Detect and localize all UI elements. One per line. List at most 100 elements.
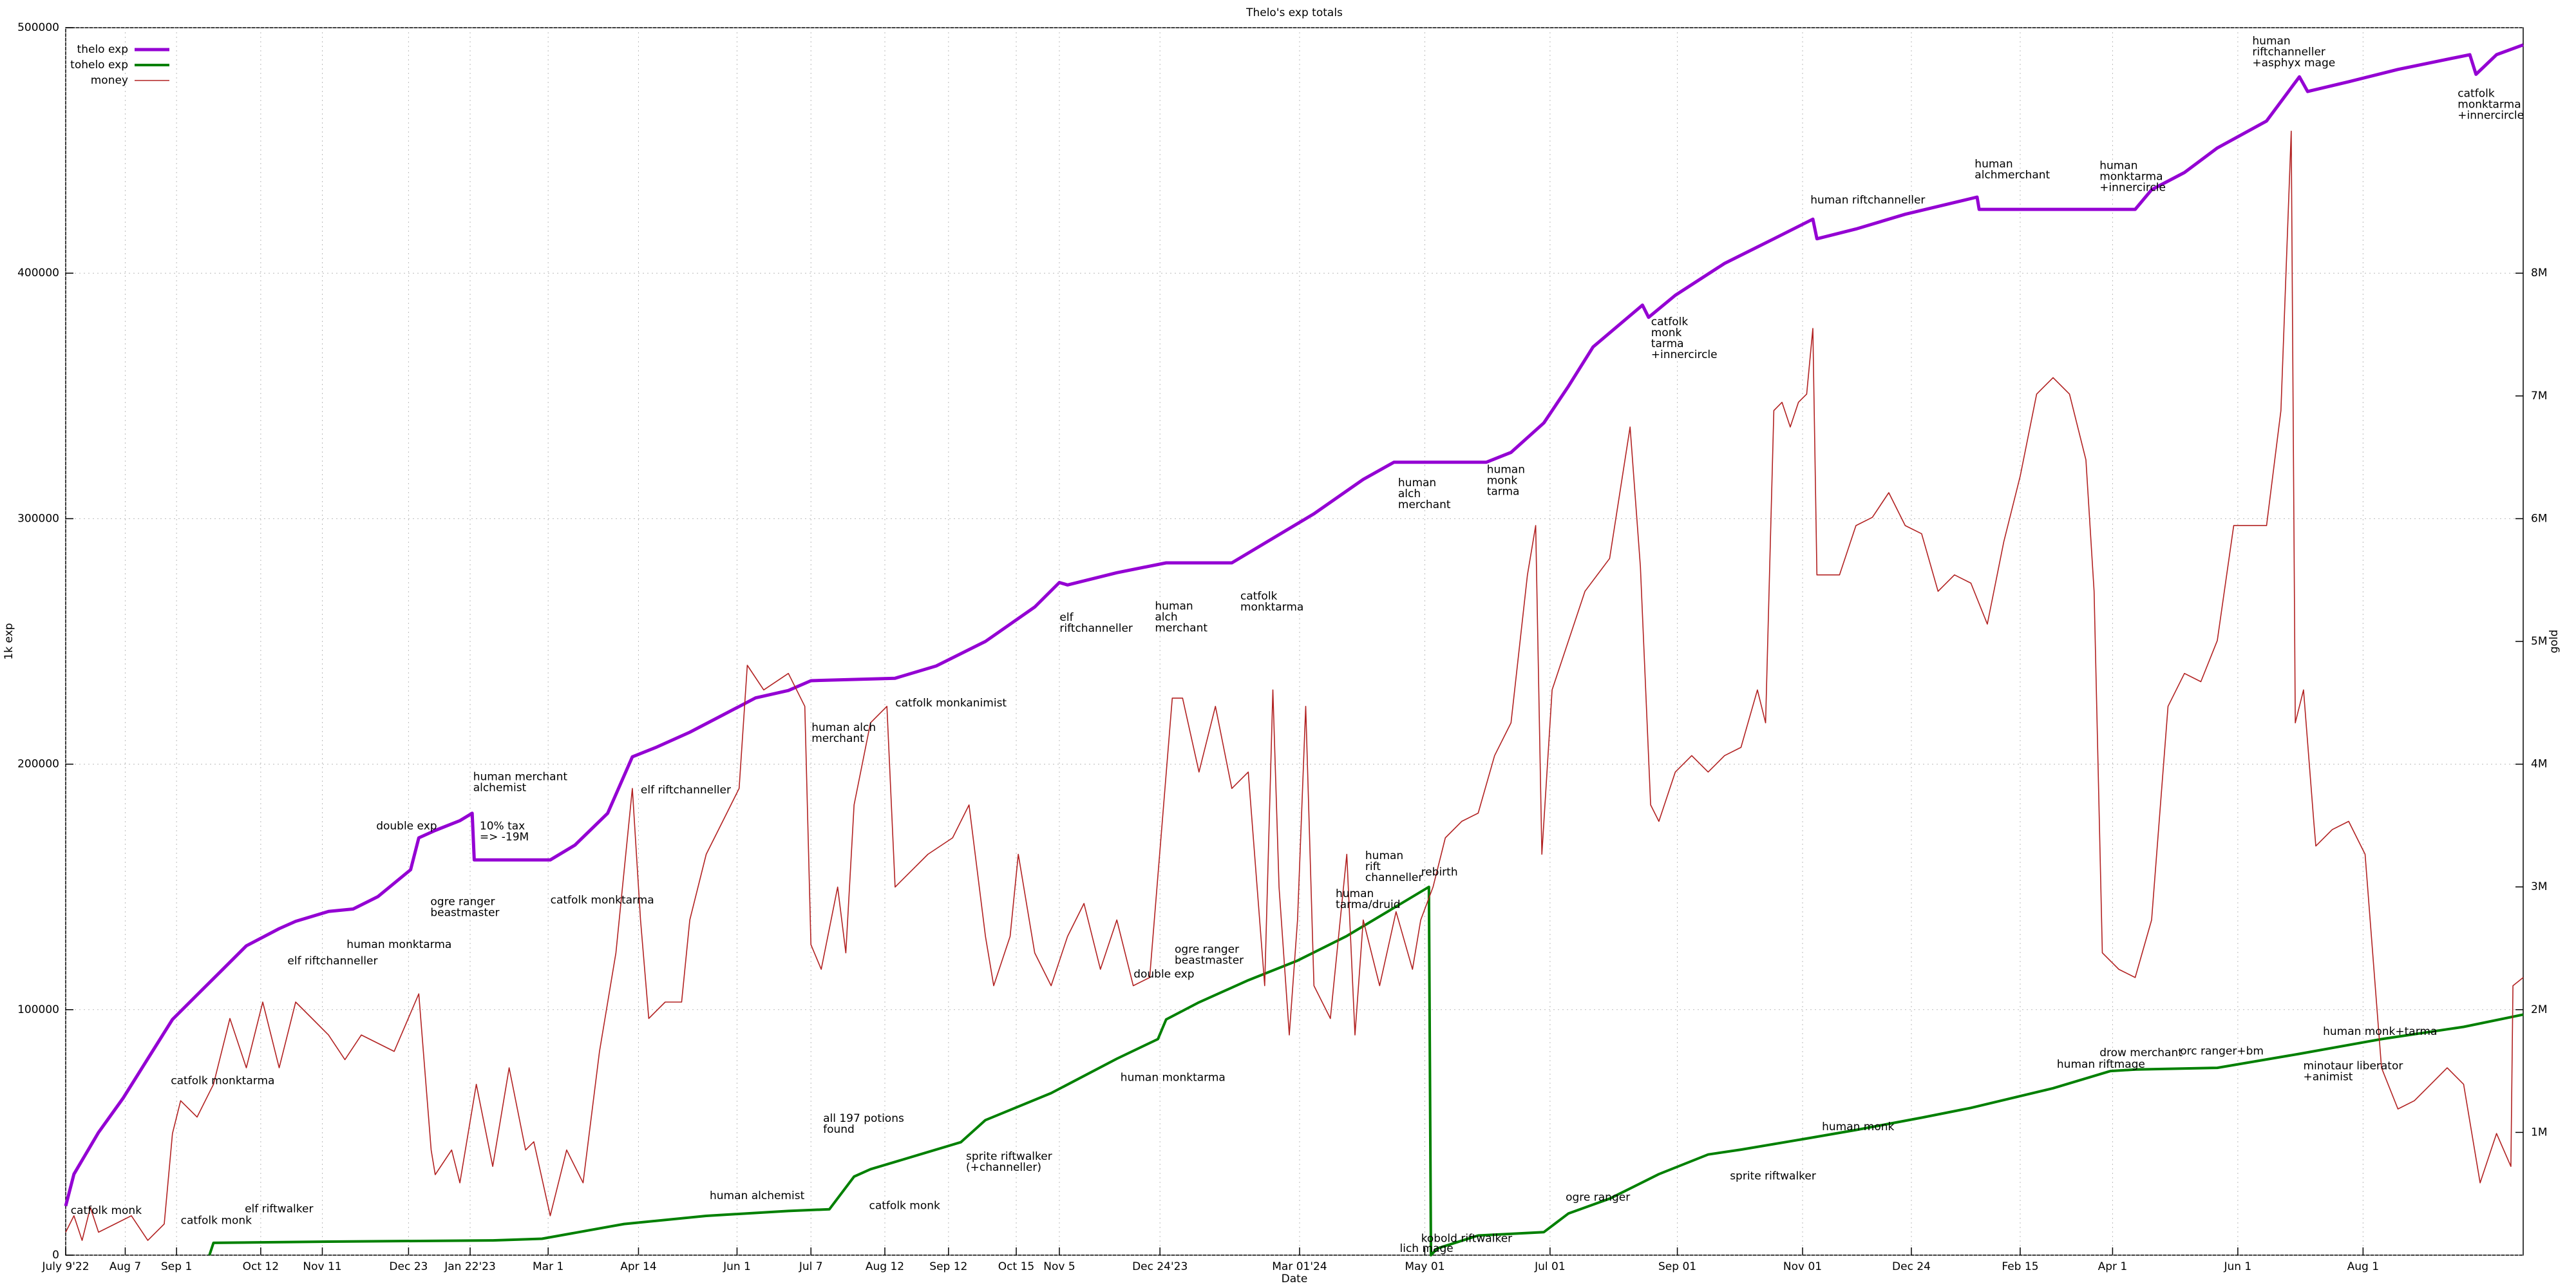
x-tick-label: Feb 15: [2002, 1260, 2038, 1273]
annotation: rebirth: [1421, 866, 1458, 879]
x-tick-label: Nov 01: [1783, 1260, 1822, 1273]
annotation: catfolk monktarma: [171, 1075, 274, 1088]
x-tick-label: Mar 1: [533, 1260, 564, 1273]
annotation: catfolk monk: [181, 1214, 252, 1227]
annotation: alch: [1155, 611, 1177, 623]
annotation: catfolk monktarma: [551, 894, 654, 907]
annotation: monktarma: [2458, 98, 2521, 111]
annotation: alch: [1398, 488, 1421, 500]
annotation: +innercircle: [1651, 348, 1718, 361]
annotation: tarma/druid: [1336, 898, 1401, 911]
y2-tick-label: 2M: [2531, 1003, 2547, 1016]
annotation: => -19M: [480, 831, 529, 844]
annotation: ogre ranger: [1175, 943, 1239, 956]
annotation: catfolk monkanimist: [895, 697, 1007, 710]
annotation: elf riftchanneller: [287, 954, 377, 967]
annotation: elf riftwalker: [245, 1203, 313, 1216]
series-line: [64, 43, 2524, 1207]
chart-title: Thelo's exp totals: [1245, 6, 1343, 19]
y2-tick-label: 3M: [2531, 880, 2547, 893]
plot-frame: [65, 27, 2524, 1256]
x-tick-label: Dec 23: [389, 1260, 428, 1273]
series-line: [65, 130, 2524, 1241]
x-tick-label: Aug 12: [866, 1260, 904, 1273]
x-tick-label: Aug 7: [109, 1260, 141, 1273]
annotation: monktarma: [1240, 601, 1303, 614]
x-tick-label: Oct 15: [998, 1260, 1034, 1273]
annotation: +innercircle: [2099, 182, 2166, 194]
legend-label: thelo exp: [77, 43, 128, 56]
x-tick-label: Nov 5: [1043, 1260, 1075, 1273]
annotation: human: [1398, 477, 1436, 489]
annotation: elf riftchanneller: [641, 784, 731, 797]
x-tick-label: Jul 01: [1534, 1260, 1566, 1273]
x-tick-label: Apr 1: [2098, 1260, 2128, 1273]
annotation: sprite riftwalker: [966, 1150, 1052, 1163]
x-tick-label: May 01: [1405, 1260, 1444, 1273]
annotation: catfolk: [1651, 316, 1689, 328]
annotation: riftchanneller: [1059, 622, 1133, 635]
annotation: catfolk: [1240, 590, 1278, 603]
annotation: human riftmage: [2057, 1058, 2145, 1071]
annotation: orc ranger+bm: [2180, 1045, 2264, 1058]
annotation: all 197 potions: [823, 1112, 904, 1125]
annotation: riftchanneller: [2252, 46, 2325, 59]
annotation: found: [823, 1123, 855, 1136]
annotation: human: [1975, 158, 2012, 171]
annotation: human: [2252, 35, 2290, 48]
annotation: human merchant: [473, 771, 568, 784]
annotation: lich mage: [1400, 1242, 1454, 1255]
x-tick-label: Dec 24: [1892, 1260, 1931, 1273]
x-tick-label: Nov 11: [303, 1260, 341, 1273]
annotation: catfolk: [2458, 87, 2495, 100]
annotation: human monk+tarma: [2323, 1025, 2437, 1038]
x-tick-label: Jul 7: [799, 1260, 823, 1273]
annotation: drow merchant: [2099, 1046, 2183, 1059]
annotation: kobold riftwalker: [1421, 1233, 1513, 1245]
annotation: +animist: [2304, 1071, 2353, 1084]
x-tick-label: Jan 22'23: [444, 1260, 496, 1273]
annotation: monk: [1487, 475, 1518, 488]
annotation: sprite riftwalker: [1730, 1170, 1816, 1183]
annotation: catfolk monk: [869, 1199, 941, 1212]
x-tick-label: Sep 1: [161, 1260, 192, 1273]
y2-tick-label: 4M: [2531, 758, 2547, 771]
annotation: elf: [1059, 611, 1074, 624]
annotation: human monktarma: [346, 938, 451, 951]
x-tick-label: Mar 01'24: [1272, 1260, 1327, 1273]
annotation: monk: [1651, 327, 1682, 339]
annotation: human: [1336, 887, 1374, 900]
annotation: human riftchanneller: [1810, 194, 1925, 207]
x-tick-label: Dec 24'23: [1132, 1260, 1188, 1273]
annotation: alchmerchant: [1975, 169, 2050, 182]
annotation: +innercircle: [2458, 109, 2524, 122]
annotation: ogre ranger: [1566, 1191, 1630, 1204]
y-tick-label: 400000: [17, 267, 59, 279]
y2-tick-label: 7M: [2531, 390, 2547, 402]
legend-label: money: [91, 74, 128, 87]
annotation: human monktarma: [1121, 1072, 1226, 1084]
annotation: monktarma: [2099, 171, 2163, 184]
x-axis-label: Date: [1282, 1273, 1308, 1285]
y2-tick-label: 5M: [2531, 635, 2547, 648]
annotation: tarma: [1651, 337, 1684, 350]
y-axis-label: 1k exp: [3, 623, 15, 659]
annotation: human alchemist: [710, 1189, 805, 1202]
annotation: beastmaster: [430, 907, 499, 920]
annotation: merchant: [1155, 621, 1208, 634]
annotation: human monk: [1822, 1121, 1894, 1133]
annotation: human: [1155, 600, 1193, 612]
annotation: (+channeller): [966, 1161, 1041, 1174]
annotation: +asphyx mage: [2252, 57, 2335, 70]
annotation: double exp: [376, 820, 437, 833]
annotation: human: [1365, 849, 1403, 862]
y2-axis-label: gold: [2548, 630, 2561, 654]
y-tick-label: 500000: [17, 21, 59, 34]
annotation: merchant: [811, 732, 864, 745]
annotation: double exp: [1133, 968, 1194, 981]
legend-label: tohelo exp: [70, 59, 128, 71]
annotation: rift: [1365, 860, 1381, 873]
x-tick-label: July 9'22: [41, 1260, 89, 1273]
annotation: catfolk monk: [71, 1204, 142, 1217]
